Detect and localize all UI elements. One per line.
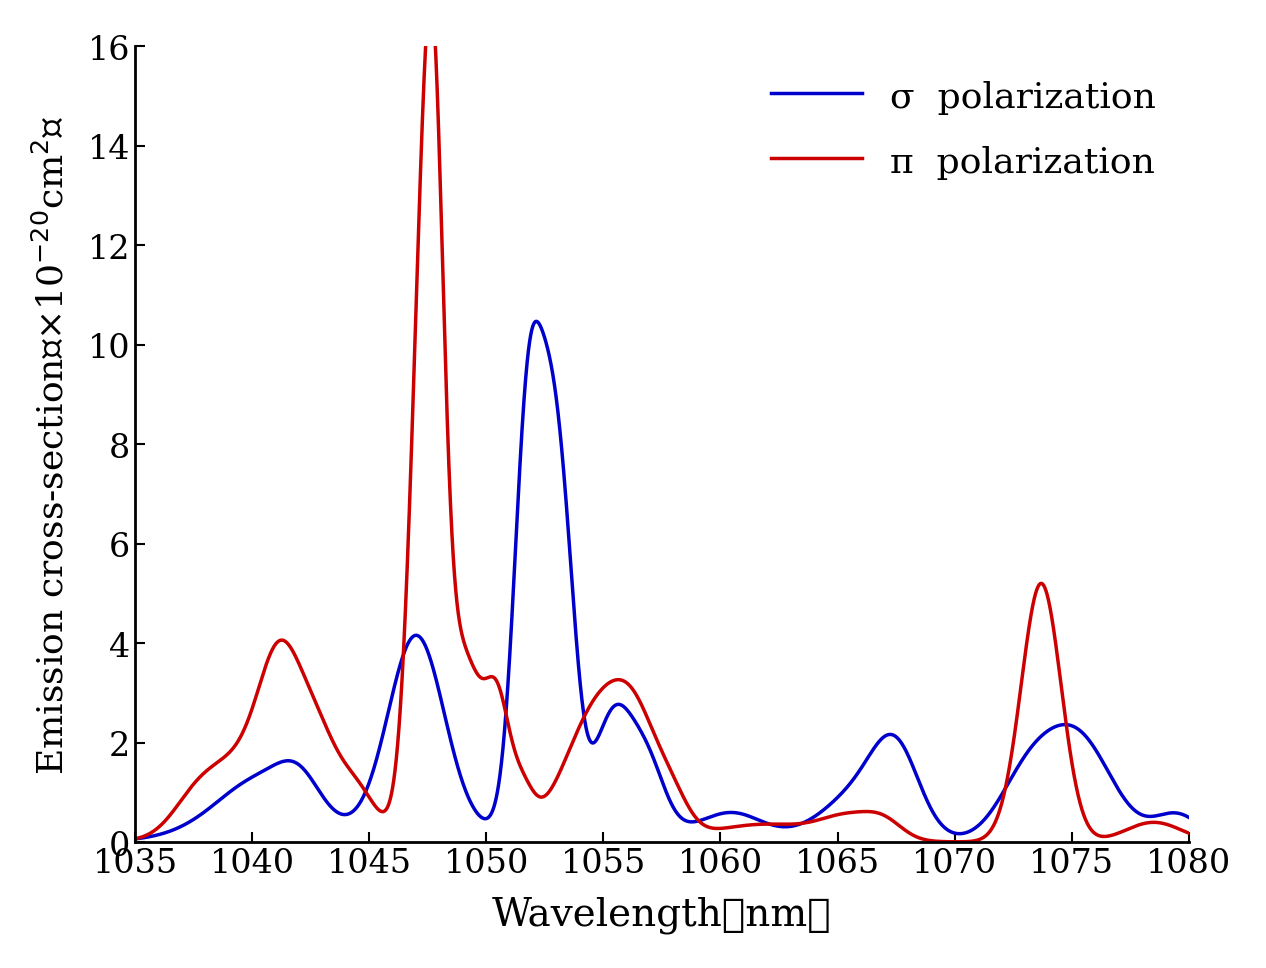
X-axis label: Wavelength（nm）: Wavelength（nm） <box>492 895 832 933</box>
π  polarization <box>128 833 143 845</box>
π  polarization <box>994 798 1009 809</box>
σ  polarization <box>760 818 775 830</box>
σ  polarization <box>319 796 334 807</box>
Legend: σ  polarization, π  polarization: σ polarization, π polarization <box>757 65 1171 194</box>
π  polarization <box>1181 828 1196 839</box>
σ  polarization <box>528 317 543 328</box>
σ  polarization <box>128 833 143 845</box>
π  polarization <box>950 836 965 848</box>
π  polarization <box>423 0 438 4</box>
Y-axis label: Emission cross-section（×10$^{-20}$cm$^{2}$）: Emission cross-section（×10$^{-20}$cm$^{2… <box>34 115 71 773</box>
σ  polarization <box>813 806 828 818</box>
π  polarization <box>813 814 828 826</box>
π  polarization <box>530 790 546 802</box>
π  polarization <box>319 722 334 734</box>
Line: σ  polarization: σ polarization <box>135 322 1189 839</box>
σ  polarization <box>914 782 929 794</box>
π  polarization <box>914 833 929 845</box>
σ  polarization <box>530 317 546 328</box>
σ  polarization <box>1181 812 1196 824</box>
Line: π  polarization: π polarization <box>135 0 1189 842</box>
σ  polarization <box>994 789 1009 801</box>
π  polarization <box>760 818 775 830</box>
